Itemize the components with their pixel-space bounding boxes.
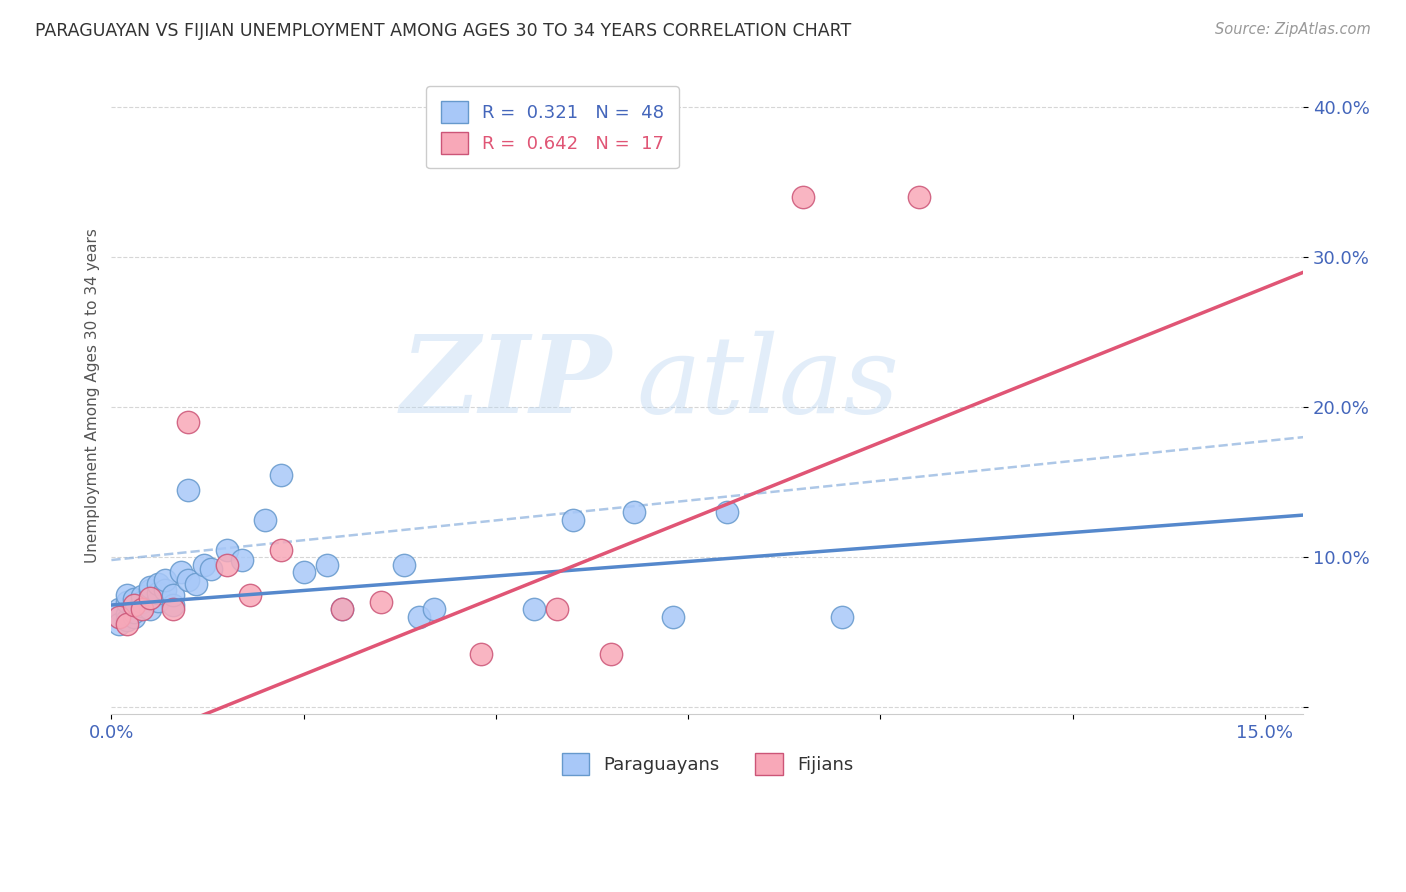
Point [470,648,492,662]
Point [716,505,738,519]
Text: PARAGUAYAN VS FIJIAN UNEMPLOYMENT AMONG AGES 30 TO 34 YEARS CORRELATION CHART: PARAGUAYAN VS FIJIAN UNEMPLOYMENT AMONG … [35,22,852,40]
Text: ZIP: ZIP [401,330,612,436]
Point [124,606,146,620]
Point [215,558,238,572]
Point [270,467,292,482]
Point [169,565,191,579]
Point [108,610,131,624]
Point [115,587,138,601]
Point [115,607,138,621]
Point [139,602,162,616]
Point [908,190,931,204]
Point [124,598,146,612]
Point [131,589,153,603]
Point [408,610,430,624]
Point [423,602,446,616]
Point [139,582,162,597]
Point [124,602,146,616]
Y-axis label: Unemployment Among Ages 30 to 34 years: Unemployment Among Ages 30 to 34 years [86,228,100,564]
Point [139,580,162,594]
Point [330,602,353,616]
Point [600,648,623,662]
Text: atlas: atlas [636,331,898,436]
Legend: Paraguayans, Fijians: Paraguayans, Fijians [554,746,860,781]
Point [124,610,146,624]
Point [155,582,177,597]
Point [146,577,169,591]
Point [124,592,146,607]
Point [131,595,153,609]
Point [292,565,315,579]
Point [392,558,415,572]
Point [270,542,292,557]
Point [623,505,645,519]
Point [131,599,153,614]
Point [561,512,583,526]
Point [146,586,169,600]
Point [131,602,153,616]
Point [162,602,184,616]
Point [162,587,184,601]
Point [254,512,277,526]
Point [315,558,337,572]
Point [146,593,169,607]
Point [330,602,353,616]
Point [139,591,162,605]
Point [177,415,200,429]
Point [115,613,138,627]
Point [215,542,238,557]
Point [139,591,162,605]
Point [792,190,814,204]
Point [546,602,568,616]
Point [115,617,138,632]
Text: Source: ZipAtlas.com: Source: ZipAtlas.com [1215,22,1371,37]
Point [162,598,184,612]
Point [184,577,207,591]
Point [108,610,131,624]
Point [124,598,146,612]
Point [231,553,253,567]
Point [177,573,200,587]
Point [661,610,683,624]
Point [523,602,546,616]
Point [200,562,222,576]
Point [239,587,262,601]
Point [108,617,131,632]
Point [115,595,138,609]
Point [370,595,392,609]
Point [108,602,131,616]
Point [177,483,200,497]
Point [831,610,853,624]
Point [155,573,177,587]
Point [193,558,215,572]
